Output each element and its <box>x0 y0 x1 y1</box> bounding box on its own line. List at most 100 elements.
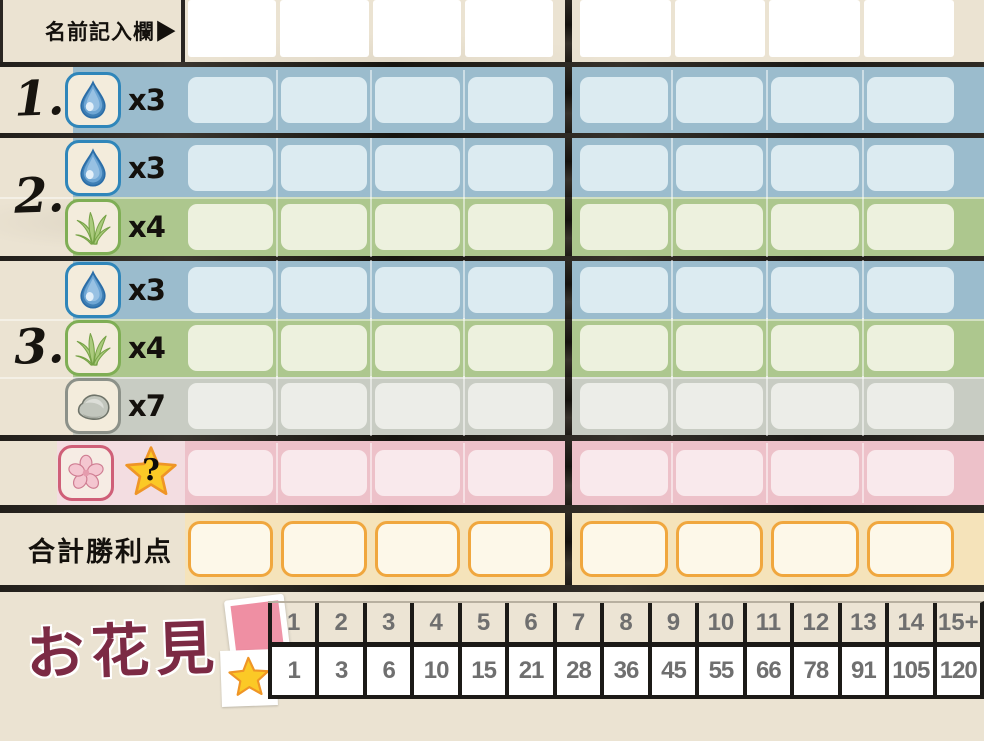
name-entry-label: 名前記入欄▶ <box>45 20 177 44</box>
score-cell[interactable] <box>374 318 466 378</box>
total-score-cell[interactable] <box>866 521 954 577</box>
points-value-cell: 36 <box>600 647 648 695</box>
score-cell[interactable] <box>580 137 672 198</box>
score-cell[interactable] <box>675 196 768 257</box>
score-cell[interactable] <box>580 443 672 503</box>
score-cell[interactable] <box>281 318 372 378</box>
name-cell[interactable] <box>674 0 765 57</box>
flower-count-cell: 9 <box>647 603 696 647</box>
score-cell[interactable] <box>281 137 372 198</box>
points-value-cell: 91 <box>837 647 886 695</box>
name-cell[interactable] <box>769 0 860 57</box>
name-cell[interactable] <box>188 0 277 57</box>
multiplier-label: x3 <box>128 150 166 185</box>
grass-row: x4 <box>0 318 984 378</box>
name-cell[interactable] <box>863 0 954 57</box>
score-cell[interactable] <box>188 318 279 378</box>
score-cell[interactable] <box>675 137 768 198</box>
score-cell[interactable] <box>467 450 553 496</box>
points-value-cell: 6 <box>362 647 411 695</box>
score-cell[interactable] <box>771 443 863 503</box>
multiplier-label: x4 <box>128 209 166 244</box>
score-cell[interactable] <box>866 267 954 313</box>
score-cell[interactable] <box>374 376 466 436</box>
name-cell[interactable] <box>372 0 461 57</box>
score-cell[interactable] <box>580 318 672 378</box>
water-drop-icon <box>65 72 121 128</box>
score-cell[interactable] <box>188 137 279 198</box>
round-1-number: 1. <box>13 70 66 128</box>
score-cell[interactable] <box>281 70 372 130</box>
flower-count-cell: 15+ <box>932 603 980 647</box>
score-cell[interactable] <box>467 144 553 191</box>
total-score-cell[interactable] <box>281 521 367 577</box>
score-cell[interactable] <box>866 450 954 496</box>
name-cell[interactable] <box>280 0 369 57</box>
score-cell[interactable] <box>188 196 279 257</box>
name-cell[interactable] <box>464 0 553 57</box>
score-cell[interactable] <box>675 260 768 320</box>
score-cell[interactable] <box>467 325 553 371</box>
total-score-cell[interactable] <box>467 521 553 577</box>
multiplier-label: x7 <box>128 389 166 423</box>
score-cell[interactable] <box>866 203 954 250</box>
score-cell[interactable] <box>771 260 863 320</box>
score-cell[interactable] <box>675 376 768 436</box>
water-row: x3 <box>0 67 984 133</box>
score-cell[interactable] <box>771 196 863 257</box>
score-cell[interactable] <box>675 443 768 503</box>
flower-count-cell: 8 <box>600 603 648 647</box>
score-cell[interactable] <box>580 376 672 436</box>
name-row: 名前記入欄▶ <box>0 0 984 62</box>
stone-icon <box>65 378 121 434</box>
column-divider <box>565 441 572 505</box>
score-cell[interactable] <box>771 376 863 436</box>
score-cell[interactable] <box>281 443 372 503</box>
grass-icon <box>65 198 121 255</box>
flower-count-cell: 12 <box>790 603 838 647</box>
score-cell[interactable] <box>374 70 466 130</box>
score-cell[interactable] <box>281 260 372 320</box>
flower-count-cell: 13 <box>837 603 886 647</box>
score-cell[interactable] <box>374 260 466 320</box>
score-cell[interactable] <box>580 70 672 130</box>
score-cell[interactable] <box>374 196 466 257</box>
score-cell[interactable] <box>771 70 863 130</box>
grass-row: x4 <box>0 196 984 257</box>
score-cell[interactable] <box>675 70 768 130</box>
total-score-cell[interactable] <box>580 521 668 577</box>
score-cell[interactable] <box>281 196 372 257</box>
score-cell[interactable] <box>467 383 553 429</box>
score-cell[interactable] <box>866 325 954 371</box>
total-score-cell[interactable] <box>675 521 763 577</box>
total-score-cell[interactable] <box>374 521 460 577</box>
round-3-section: 3. x3 x4 <box>0 260 984 436</box>
score-cell[interactable] <box>188 376 279 436</box>
score-cell[interactable] <box>188 260 279 320</box>
score-cell[interactable] <box>188 443 279 503</box>
row-separator <box>0 435 984 441</box>
round-1-section: 1. x3 <box>0 67 984 133</box>
total-points-row: 合計勝利点 <box>0 513 984 585</box>
score-cell[interactable] <box>675 318 768 378</box>
score-cell[interactable] <box>866 144 954 191</box>
score-cell[interactable] <box>467 77 553 123</box>
score-cell[interactable] <box>188 70 279 130</box>
score-cell[interactable] <box>580 196 672 257</box>
row-separator <box>0 256 984 261</box>
score-cell[interactable] <box>467 203 553 250</box>
flower-count-cell: 2 <box>315 603 363 647</box>
score-cell[interactable] <box>771 318 863 378</box>
points-reference-table: 1 2 3 4 5 6 7 8 9 10 11 12 13 14 15+ 1 3 6 10 15 21 28 36 45 55 6… <box>268 601 984 699</box>
score-cell[interactable] <box>281 376 372 436</box>
total-score-cell[interactable] <box>188 521 274 577</box>
score-cell[interactable] <box>580 260 672 320</box>
score-cell[interactable] <box>771 137 863 198</box>
total-score-cell[interactable] <box>771 521 859 577</box>
score-cell[interactable] <box>374 443 466 503</box>
name-cell[interactable] <box>580 0 671 57</box>
score-cell[interactable] <box>374 137 466 198</box>
score-cell[interactable] <box>866 383 954 429</box>
score-cell[interactable] <box>866 77 954 123</box>
score-cell[interactable] <box>467 267 553 313</box>
